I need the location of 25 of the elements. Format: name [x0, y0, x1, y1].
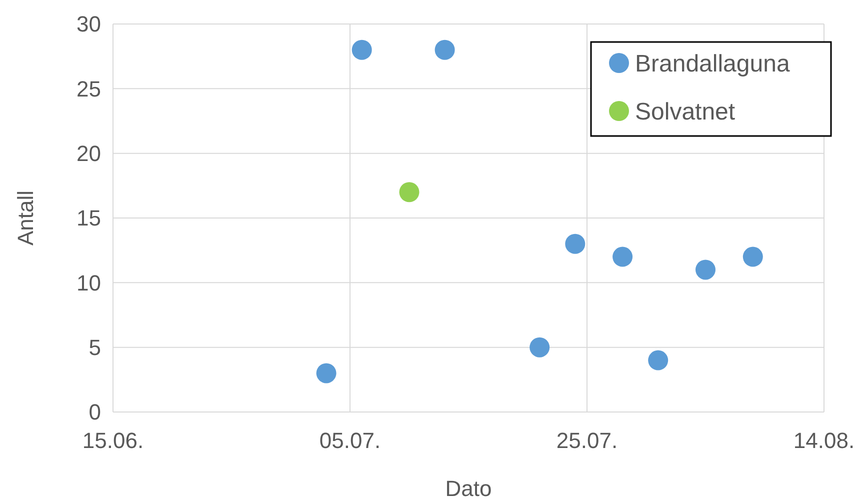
point [434, 40, 455, 60]
x-tick-label: 05.07. [319, 428, 381, 453]
point [696, 260, 716, 280]
x-tick-label: 15.06. [82, 428, 144, 453]
point [742, 246, 763, 267]
legend-label: Brandallaguna [635, 50, 790, 78]
x-tick-label: 14.08. [793, 428, 855, 453]
point [565, 234, 586, 254]
y-axis-title: Antall [13, 190, 38, 246]
point [352, 40, 372, 60]
point [316, 363, 336, 384]
x-tick-label: 25.07. [556, 428, 618, 453]
y-tick-label: 5 [88, 335, 101, 360]
y-tick-label: 10 [76, 270, 101, 296]
point [530, 337, 550, 358]
y-tick-label: 20 [76, 141, 101, 166]
y-tick-label: 0 [88, 400, 101, 425]
x-axis-title: Dato [445, 476, 492, 500]
y-tick-label: 15 [76, 206, 101, 231]
y-tick-label: 25 [76, 76, 101, 102]
legend-label: Solvatnet [635, 98, 736, 126]
point [612, 246, 633, 267]
point [648, 350, 668, 370]
y-tick-label: 30 [76, 12, 101, 37]
point [399, 182, 420, 202]
